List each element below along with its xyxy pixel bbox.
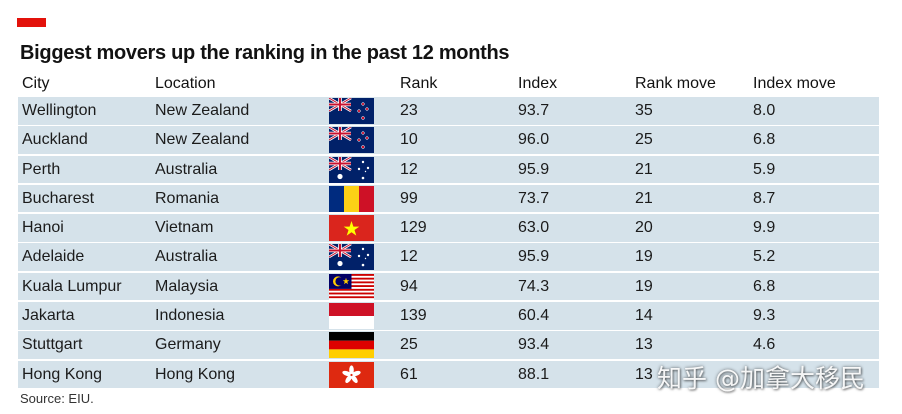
cell-index: 93.4 [518, 336, 550, 354]
hong-kong-flag [329, 361, 374, 388]
cell-rank-move: 25 [635, 131, 653, 149]
cell-city: Jakarta [22, 307, 75, 325]
cell-index-move: 9.9 [753, 219, 776, 237]
cell-index: 73.7 [518, 189, 550, 207]
indonesia-flag [329, 303, 374, 330]
header-index-move: Index move [753, 75, 836, 92]
cell-location: Malaysia [155, 277, 219, 295]
cell-rank: 23 [400, 102, 418, 119]
cell-index: 88.1 [518, 365, 550, 383]
cell-location: New Zealand [155, 102, 250, 119]
cell-location: Romania [155, 189, 220, 207]
cell-location: New Zealand [155, 131, 250, 149]
cell-city: Kuala Lumpur [22, 277, 122, 295]
australia-flag [329, 244, 374, 271]
cell-index: 95.9 [518, 160, 550, 178]
table-header: City Location Rank Index Rank move Index… [18, 70, 879, 97]
cell-city: Auckland [22, 131, 88, 149]
header-rank: Rank [400, 75, 438, 92]
cell-rank-move: 21 [635, 160, 653, 178]
table-row: Perth Australia 12 95.9 21 5.9 [18, 155, 879, 184]
cell-rank-move: 19 [635, 248, 653, 266]
cell-index-move: 8.0 [753, 102, 776, 119]
source-note: Source: EIU. [20, 391, 94, 406]
cell-rank: 12 [400, 160, 418, 178]
cell-index: 63.0 [518, 219, 550, 237]
table-row: Hong Kong Hong Kong 61 88.1 13 [18, 360, 879, 389]
vietnam-flag [329, 215, 374, 242]
table-row: Wellington New Zealand 23 93.7 35 8.0 [18, 97, 879, 125]
new-zealand-flag [329, 127, 374, 154]
cell-index-move: 5.2 [753, 248, 776, 266]
germany-flag [329, 332, 374, 359]
cell-rank-move: 14 [635, 307, 653, 325]
cell-city: Hong Kong [22, 365, 103, 383]
romania-flag [329, 185, 374, 212]
cell-rank: 25 [400, 336, 418, 354]
malaysia-flag [329, 273, 374, 300]
chart-title: Biggest movers up the ranking in the pas… [20, 42, 510, 64]
header-location: Location [155, 75, 216, 92]
cell-index-move: 9.3 [753, 307, 776, 325]
cell-location: Indonesia [155, 307, 225, 325]
table-row: Jakarta Indonesia 139 60.4 14 9.3 [18, 302, 879, 330]
cell-city: Hanoi [22, 219, 64, 237]
cell-index-move: 5.9 [753, 160, 776, 178]
cell-rank: 12 [400, 248, 418, 266]
cell-index: 95.9 [518, 248, 550, 266]
cell-rank-move: 13 [635, 365, 653, 383]
cell-city: Adelaide [22, 248, 85, 266]
cell-rank-move: 20 [635, 219, 653, 237]
australia-flag [329, 156, 374, 183]
cell-index-move: 6.8 [753, 277, 776, 295]
cell-location: Vietnam [155, 219, 214, 237]
cell-city: Bucharest [22, 189, 95, 207]
cell-index-move: 6.8 [753, 131, 776, 149]
watermark: 知乎 @加拿大移民 [657, 364, 865, 393]
cell-index: 60.4 [518, 307, 550, 325]
table-row: Auckland New Zealand 10 96.0 25 6.8 [18, 126, 879, 154]
cell-rank: 139 [400, 307, 427, 325]
cell-rank: 129 [400, 219, 427, 237]
cell-rank: 99 [400, 189, 418, 207]
table-row: Hanoi Vietnam 129 63.0 20 9.9 [18, 214, 879, 242]
table-row: Stuttgart Germany 25 93.4 13 4.6 [18, 331, 879, 359]
cell-rank: 10 [400, 131, 418, 149]
table-body: Wellington New Zealand 23 93.7 35 8.0 Auckland… [18, 97, 879, 389]
cell-rank-move: 21 [635, 189, 653, 207]
cell-city: Perth [22, 160, 61, 178]
cell-location: Australia [155, 248, 218, 266]
movers-table: City Location Rank Index Rank move Index… [18, 70, 879, 390]
cell-rank: 61 [400, 365, 418, 383]
table-row: Bucharest Romania 99 73.7 21 8.7 [18, 184, 879, 213]
cell-location: Hong Kong [155, 365, 236, 383]
cell-index: 96.0 [518, 131, 550, 149]
cell-index: 93.7 [518, 102, 550, 119]
cell-rank-move: 35 [635, 102, 653, 119]
table-row: Adelaide Australia 12 95.9 19 5.2 [18, 243, 879, 271]
cell-index: 74.3 [518, 277, 550, 295]
header-rank-move: Rank move [635, 75, 716, 92]
cell-location: Australia [155, 160, 218, 178]
header-index: Index [518, 75, 558, 92]
cell-index-move: 8.7 [753, 189, 776, 207]
cell-location: Germany [155, 336, 221, 354]
cell-city: Wellington [22, 102, 97, 119]
table-row: Kuala Lumpur Malaysia 94 74.3 19 6.8 [18, 272, 879, 301]
economist-red-tag [17, 18, 46, 27]
cell-rank-move: 13 [635, 336, 653, 354]
cell-index-move: 4.6 [753, 336, 776, 354]
cell-rank: 94 [400, 277, 418, 295]
header-city: City [22, 75, 50, 92]
cell-rank-move: 19 [635, 277, 653, 295]
new-zealand-flag [329, 98, 374, 124]
cell-city: Stuttgart [22, 336, 83, 354]
